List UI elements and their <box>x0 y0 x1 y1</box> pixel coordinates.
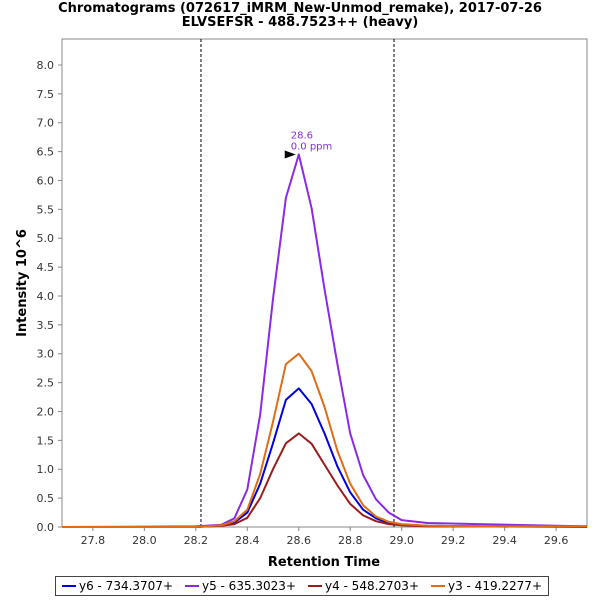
legend-swatch <box>307 585 322 587</box>
y-tick-label: 8.0 <box>37 59 55 72</box>
y-tick-label: 3.5 <box>37 319 55 332</box>
y-tick-label: 5.5 <box>37 203 55 216</box>
chart-subtitle: ELVSEFSR - 488.7523++ (heavy) <box>181 15 419 30</box>
x-tick-label: 28.6 <box>287 534 312 547</box>
series-line <box>61 153 588 528</box>
y-tick-label: 2.5 <box>37 377 55 390</box>
y-tick-label: 6.5 <box>37 146 55 159</box>
x-axis: 27.8 28.0 28.2 28.4 28.6 28.8 29.0 29.2 29.4 29.6 <box>81 527 569 547</box>
y-tick-label: 4.5 <box>37 261 55 274</box>
legend-label: y3 - 419.2277+ <box>447 579 542 593</box>
x-tick-label: 27.8 <box>81 534 106 547</box>
legend-label: y6 - 734.3707+ <box>78 579 173 593</box>
series-layer <box>61 153 588 528</box>
y-tick-label: 0.5 <box>37 492 55 505</box>
y-axis-label: Intensity 10^6 <box>15 229 30 337</box>
legend-swatch <box>430 585 445 587</box>
plot-svg: 0.0 0.5 1.0 1.5 2.0 2.5 3.0 3.5 4.0 4.5 5.0 5.5 6.0 6… <box>15 38 588 570</box>
x-tick-label: 29.2 <box>441 534 466 547</box>
legend-item: y4 - 548.2703+ <box>307 579 419 593</box>
y-tick-label: 2.0 <box>37 405 55 418</box>
legend-item: y5 - 635.3023+ <box>184 579 296 593</box>
y-axis: 0.0 0.5 1.0 1.5 2.0 2.5 3.0 3.5 4.0 4.5 5.0 5.5 6.0 6… <box>37 59 62 534</box>
x-axis-label: Retention Time <box>268 555 380 570</box>
x-tick-label: 29.4 <box>492 534 517 547</box>
chart-title: Chromatograms (072617_iMRM_New-Unmod_rem… <box>58 1 542 16</box>
series-line <box>62 352 587 528</box>
peak-marker-icon <box>284 150 296 159</box>
legend-item: y3 - 419.2277+ <box>430 579 542 593</box>
x-tick-label: 28.4 <box>235 534 260 547</box>
x-tick-label: 28.2 <box>184 534 209 547</box>
y-tick-label: 4.0 <box>37 290 55 303</box>
y-tick-label: 1.0 <box>37 463 55 476</box>
x-tick-label: 29.6 <box>544 534 569 547</box>
y-tick-label: 7.0 <box>37 117 55 130</box>
legend-swatch <box>184 585 199 587</box>
peak-label-ppm: 0.0 ppm <box>291 142 333 153</box>
y-tick-label: 6.0 <box>37 174 55 187</box>
y-tick-label: 0.0 <box>37 521 55 534</box>
legend: y6 - 734.3707+ y5 - 635.3023+ y4 - 548.270… <box>55 576 549 596</box>
y-tick-label: 1.5 <box>37 434 55 447</box>
x-tick-label: 29.0 <box>389 534 414 547</box>
peak-label-rt: 28.6 <box>291 131 313 142</box>
y-tick-label: 7.5 <box>37 88 55 101</box>
legend-swatch <box>61 585 76 587</box>
legend-label: y5 - 635.3023+ <box>201 579 296 593</box>
legend-item: y6 - 734.3707+ <box>61 579 173 593</box>
y-tick-label: 3.0 <box>37 348 55 361</box>
legend-label: y4 - 548.2703+ <box>324 579 419 593</box>
y-tick-label: 5.0 <box>37 232 55 245</box>
peak-annotation: 28.6 0.0 ppm <box>284 131 333 159</box>
integration-bounds <box>200 39 395 527</box>
x-tick-label: 28.8 <box>338 534 363 547</box>
x-tick-label: 28.0 <box>132 534 157 547</box>
series-line <box>62 432 588 528</box>
